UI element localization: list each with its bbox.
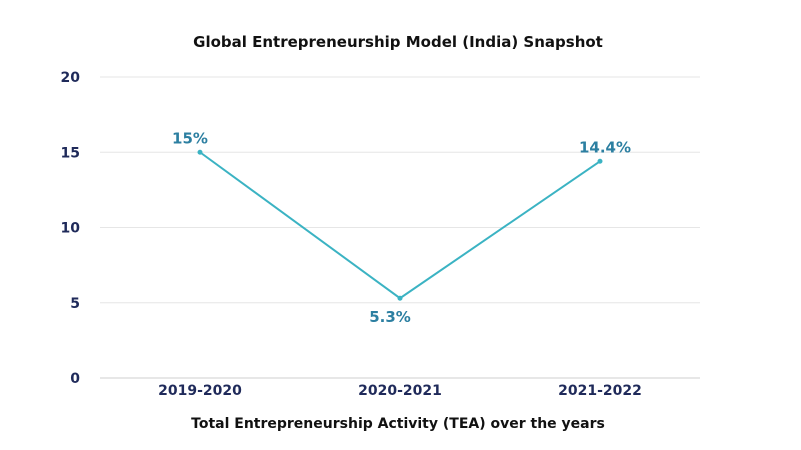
data-point: [197, 149, 203, 155]
y-tick-label: 0: [70, 371, 80, 387]
y-axis-ticks: 0 5 10 15 20: [61, 70, 81, 387]
y-tick-label: 5: [70, 296, 80, 312]
chart-title: Global Entrepreneurship Model (India) Sn…: [193, 33, 603, 51]
x-axis-ticks: 2019-2020 2020-2021 2021-2022: [158, 383, 642, 399]
series-line: [199, 151, 601, 300]
x-axis-title: Total Entrepreneurship Activity (TEA) ov…: [191, 416, 605, 432]
grid-lines: [100, 76, 700, 379]
data-label: 15%: [172, 129, 208, 147]
y-tick-label: 10: [61, 221, 81, 237]
series-line-group: [197, 149, 603, 301]
data-point: [597, 158, 603, 164]
y-tick-label: 20: [61, 70, 81, 86]
y-tick-label: 15: [61, 145, 80, 161]
data-labels: 15% 5.3% 14.4%: [172, 129, 631, 326]
data-label: 5.3%: [369, 308, 411, 326]
data-point: [397, 295, 403, 301]
data-label: 14.4%: [579, 138, 631, 156]
x-tick-label: 2021-2022: [558, 383, 642, 399]
x-tick-label: 2019-2020: [158, 383, 242, 399]
x-tick-label: 2020-2021: [358, 383, 442, 399]
